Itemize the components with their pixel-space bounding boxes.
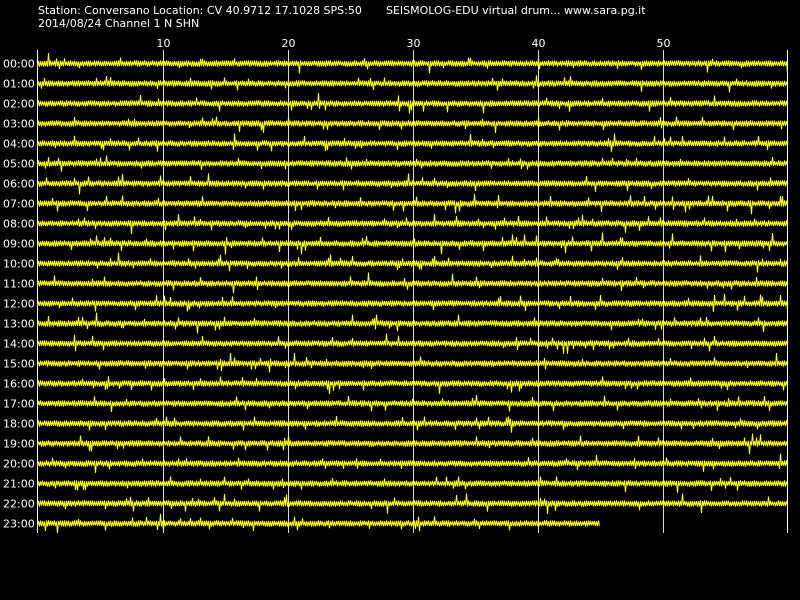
hour-label: 04:00: [3, 138, 35, 151]
hour-label: 17:00: [3, 398, 35, 411]
hour-label: 19:00: [3, 438, 35, 451]
trace-0900: [37, 232, 788, 255]
hour-label: 20:00: [3, 458, 35, 471]
trace-2000: [37, 453, 788, 474]
trace-1100: [37, 272, 788, 294]
trace-1400: [37, 333, 788, 354]
trace-1800: [37, 415, 788, 433]
trace-1900: [37, 433, 788, 455]
x-tick-label-30: 30: [407, 37, 421, 50]
program-info: SEISMOLOG-EDU virtual drum... www.sara.p…: [386, 4, 646, 17]
x-tick-label-10: 10: [157, 37, 171, 50]
x-tick-label-40: 40: [532, 37, 546, 50]
hour-label: 07:00: [3, 198, 35, 211]
hour-label: 09:00: [3, 238, 35, 251]
trace-0600: [37, 173, 788, 195]
trace-1600: [37, 376, 788, 395]
trace-0700: [37, 193, 788, 215]
trace-2200: [37, 493, 788, 514]
hour-label: 10:00: [3, 258, 35, 271]
hour-label: 11:00: [3, 278, 35, 291]
hour-label: 23:00: [3, 518, 35, 531]
hour-label: 13:00: [3, 318, 35, 331]
hour-label: 03:00: [3, 118, 35, 131]
trace-1000: [37, 252, 788, 273]
hour-label: 02:00: [3, 98, 35, 111]
trace-1500: [37, 352, 788, 373]
hour-label: 12:00: [3, 298, 35, 311]
trace-0100: [37, 75, 788, 93]
trace-0000: [37, 53, 788, 74]
hour-label: 21:00: [3, 478, 35, 491]
trace-0300: [37, 116, 788, 133]
trace-1300: [37, 312, 788, 334]
hour-label: 06:00: [3, 178, 35, 191]
hour-label: 15:00: [3, 358, 35, 371]
hour-label: 05:00: [3, 158, 35, 171]
trace-2300: [37, 513, 600, 534]
trace-0500: [37, 155, 788, 172]
trace-1200: [37, 293, 788, 312]
hour-label: 01:00: [3, 78, 35, 91]
date-channel-info: 2014/08/24 Channel 1 N SHN: [38, 17, 200, 30]
hour-label: 00:00: [3, 58, 35, 71]
x-tick-label-20: 20: [282, 37, 296, 50]
x-tick-label-50: 50: [657, 37, 671, 50]
trace-0800: [37, 213, 788, 234]
hour-label: 14:00: [3, 338, 35, 351]
station-info: Station: Conversano Location: CV 40.9712…: [38, 4, 362, 17]
trace-1700: [37, 394, 788, 412]
hour-label: 18:00: [3, 418, 35, 431]
trace-0200: [37, 92, 788, 114]
trace-2100: [37, 476, 788, 493]
hour-label: 08:00: [3, 218, 35, 231]
hour-label: 16:00: [3, 378, 35, 391]
trace-0400: [37, 133, 788, 152]
hour-label: 22:00: [3, 498, 35, 511]
